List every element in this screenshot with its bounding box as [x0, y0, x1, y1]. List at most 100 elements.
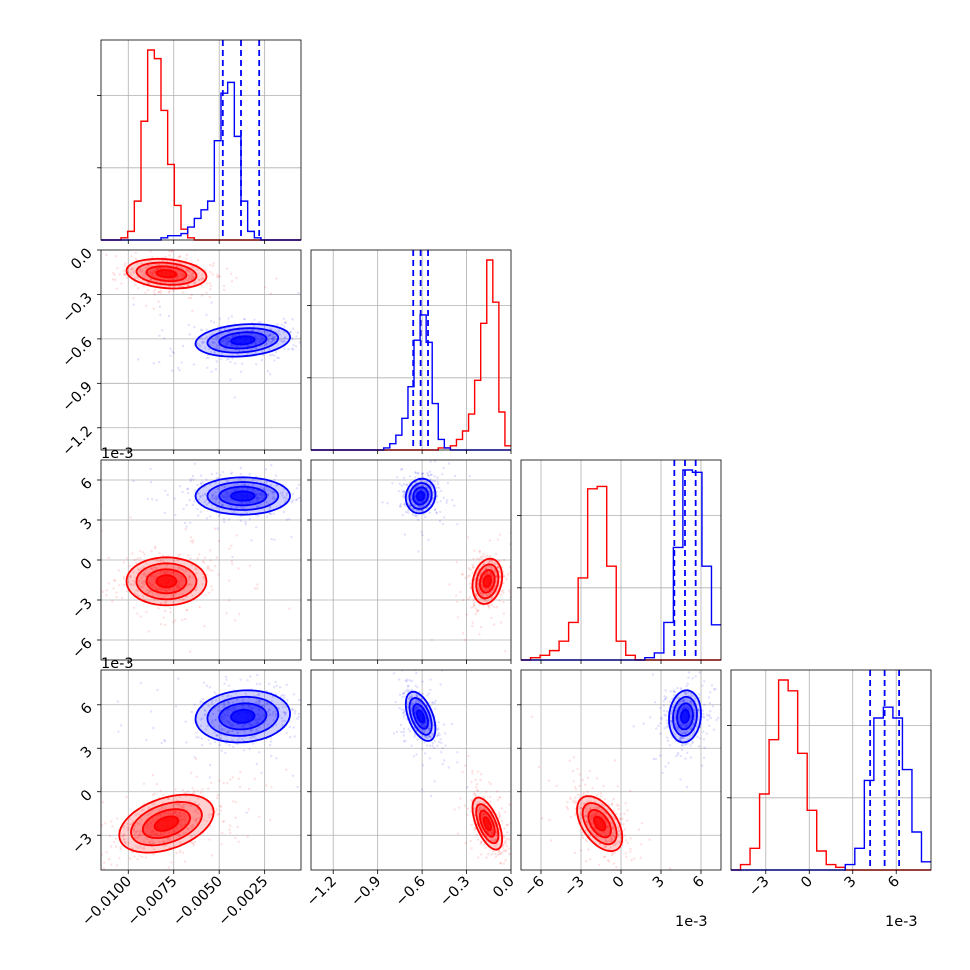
scatter-point: [435, 486, 438, 489]
scatter-point: [424, 480, 427, 484]
scatter-point: [482, 813, 485, 816]
scatter-point: [271, 337, 274, 340]
scatter-point: [255, 728, 258, 731]
scatter-point: [409, 504, 412, 507]
scatter-point: [256, 713, 259, 716]
scatter-point: [265, 331, 269, 334]
scatter-point: [136, 589, 140, 593]
scatter-point: [414, 710, 417, 713]
scatter-point: [420, 500, 424, 503]
scatter-point: [223, 496, 226, 499]
scatter-point: [199, 724, 203, 728]
scatter-point: [155, 279, 158, 283]
scatter-point: [236, 825, 239, 829]
scatter-point: [215, 506, 218, 509]
scatter-point: [229, 272, 233, 275]
scatter-point: [283, 325, 286, 328]
scatter-point: [215, 338, 218, 341]
scatter-point: [490, 560, 494, 563]
scatter-point: [198, 495, 202, 498]
scatter-point: [191, 503, 195, 507]
scatter-point: [118, 583, 121, 587]
scatter-point: [291, 499, 295, 502]
scatter-point: [496, 565, 500, 568]
scatter-point: [333, 485, 335, 487]
scatter-point: [291, 493, 294, 496]
scatter-point: [133, 830, 136, 833]
scatter-point: [225, 490, 229, 494]
scatter-point: [219, 804, 222, 808]
scatter-point: [464, 841, 467, 845]
scatter-point: [178, 795, 181, 798]
scatter-point: [490, 603, 493, 606]
scatter-point: [257, 699, 261, 703]
scatter-point: [161, 840, 164, 843]
scatter-point: [402, 740, 406, 743]
scatter-point: [276, 323, 279, 326]
scatter-point: [488, 587, 491, 591]
scatter-point: [142, 840, 146, 843]
scatter-point: [129, 574, 132, 578]
scatter-point: [140, 846, 143, 850]
scatter-point: [481, 806, 484, 809]
scatter-point: [473, 601, 476, 604]
scatter-point: [185, 283, 189, 287]
scatter-point: [401, 513, 404, 517]
scatter-point: [494, 839, 497, 842]
scatter-point: [427, 727, 430, 730]
scatter-point: [430, 732, 433, 735]
scatter-point: [150, 832, 153, 835]
scatter-point: [480, 583, 483, 587]
scatter-point: [147, 807, 151, 810]
scatter-point: [492, 623, 496, 626]
scatter-point: [265, 481, 268, 484]
scatter-point: [164, 844, 168, 847]
scatter-point: [398, 678, 401, 681]
scatter-point: [481, 594, 484, 597]
scatter-point: [171, 277, 174, 281]
scatter-point: [426, 737, 430, 740]
scatter-point: [227, 480, 230, 483]
scatter-point: [227, 720, 230, 723]
scatter-point: [272, 336, 275, 339]
scatter-point: [196, 268, 199, 271]
scatter-point: [118, 857, 121, 860]
scatter-point: [185, 253, 188, 257]
scatter-point: [75, 276, 77, 278]
scatter-point: [236, 731, 239, 735]
scatter-point: [470, 847, 473, 850]
scatter-point: [159, 313, 162, 317]
scatter-point: [134, 832, 137, 835]
scatter-point: [168, 267, 171, 270]
scatter-point: [132, 579, 135, 583]
scatter-point: [177, 587, 181, 590]
scatter-point: [194, 818, 198, 821]
scatter-point: [229, 506, 233, 509]
scatter-point: [228, 828, 231, 831]
scatter-point: [604, 834, 607, 837]
scatter-point: [412, 508, 415, 511]
scatter-point: [160, 588, 163, 591]
scatter-point: [259, 715, 262, 718]
scatter-point: [269, 327, 272, 331]
scatter-point: [272, 490, 275, 493]
scatter-point: [136, 846, 140, 850]
scatter-point: [220, 728, 224, 731]
scatter-point: [107, 556, 110, 560]
scatter-point: [114, 254, 117, 258]
scatter-point: [410, 688, 413, 691]
scatter-point: [265, 480, 268, 483]
scatter-point: [490, 572, 493, 576]
scatter-point: [223, 682, 226, 685]
scatter-point: [229, 360, 232, 364]
scatter-point: [218, 275, 221, 279]
scatter-point: [222, 453, 224, 455]
scatter-point: [286, 497, 289, 500]
scatter-point: [474, 793, 477, 797]
scatter-point: [205, 313, 208, 316]
scatter-point: [490, 616, 493, 620]
scatter-point: [175, 826, 179, 829]
scatter-point: [158, 267, 162, 270]
scatter-point: [155, 567, 159, 570]
scatter-point: [178, 834, 181, 837]
